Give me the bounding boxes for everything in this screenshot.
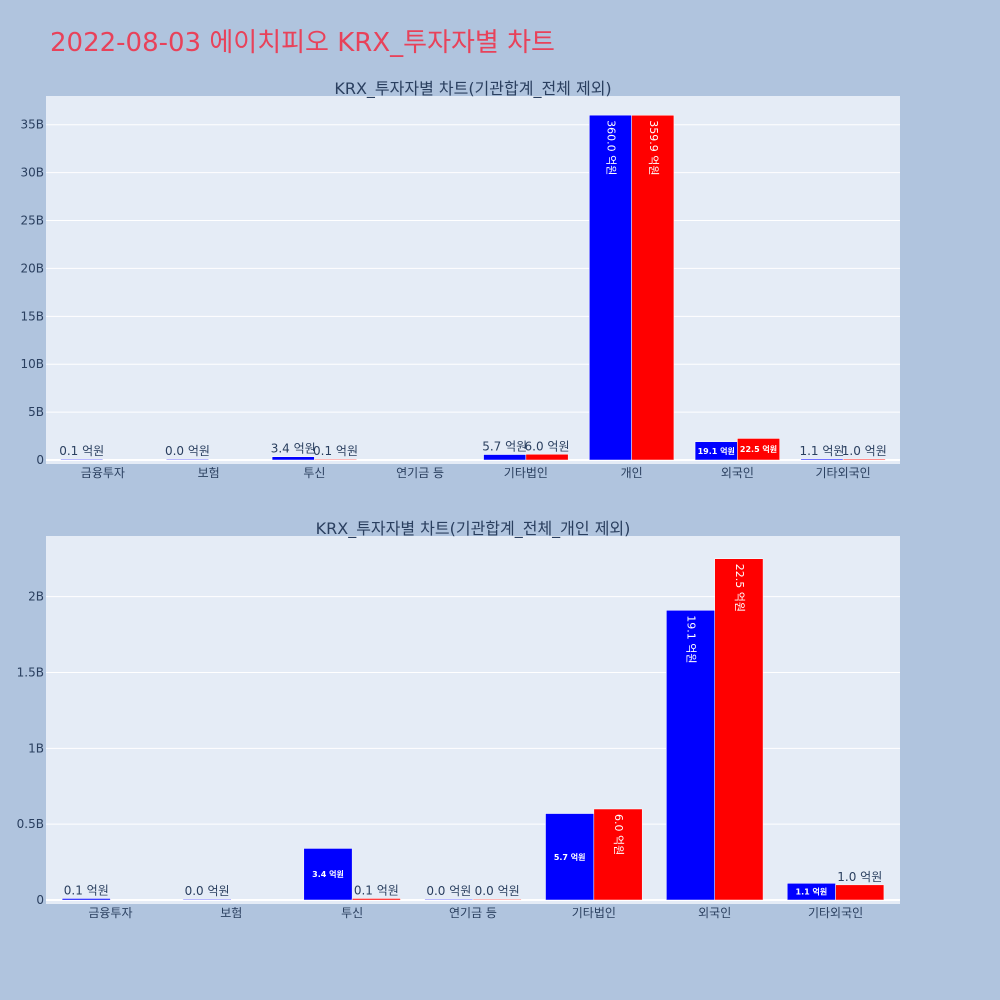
bar-0-0-0 [60,458,104,461]
x-tick-label-1: 기타외국인 [808,906,863,920]
plot-area-1 [46,536,900,904]
data-label-0: 0.1 억원 [59,444,104,458]
data-label-0: 0.0 억원 [165,444,210,458]
x-tick-label-0: 기타외국인 [816,466,871,480]
x-tick-label-1: 금융투자 [88,906,132,920]
chart-title-1: KRX_투자자별 차트(기관합계_전체_개인 제외) [316,519,631,539]
data-label-0: 22.5 억원 [740,444,777,454]
data-label-0: 19.1 억원 [698,446,735,456]
data-label-0: 1.1 억원 [799,444,844,458]
bar-1-1-6 [835,884,885,901]
x-tick-label-0: 연기금 등 [396,466,444,480]
bar-1-1-4 [593,808,643,901]
x-tick-label-1: 보험 [220,906,242,920]
data-label-1: 0.0 억원 [475,884,520,898]
y-tick-label-1: 0 [36,893,44,907]
y-tick-label-0: 30B [20,166,44,180]
y-tick-label-0: 15B [20,309,44,323]
bar-1-0-1 [182,898,232,901]
x-tick-label-0: 외국인 [721,466,754,480]
data-label-0: 0.1 억원 [313,444,358,458]
bar-0-0-4 [483,454,527,461]
y-tick-label-0: 5B [28,405,44,419]
x-tick-label-1: 기타법인 [572,906,616,920]
plot-area-0 [46,96,900,464]
y-tick-label-1: 2B [28,590,44,604]
x-tick-label-0: 보험 [198,466,220,480]
bar-1-0-3 [424,898,474,901]
bar-1-1-3 [472,898,522,901]
y-tick-label-0: 10B [20,357,44,371]
bar-0-1-4 [525,454,569,461]
bar-0-0-2 [271,456,315,461]
data-label-1: 6.0 억원 [612,814,625,855]
bar-0-0-7 [800,458,844,461]
x-tick-label-0: 금융투자 [81,466,125,480]
bar-0-0-5 [589,114,632,461]
y-tick-label-1: 1.5B [17,666,44,680]
page-title: 2022-08-03 에이치피오 KRX_투자자별 차트 [50,28,555,58]
bar-0-1-5 [631,115,675,461]
data-label-0: 1.0 억원 [842,444,887,458]
data-label-1: 0.1 억원 [64,883,109,897]
x-tick-label-1: 연기금 등 [449,906,497,920]
y-tick-label-0: 25B [20,214,44,228]
x-tick-label-1: 투신 [341,906,363,920]
x-tick-label-0: 개인 [621,466,643,480]
data-label-1: 0.0 억원 [185,884,230,898]
data-label-1: 1.0 억원 [837,870,882,884]
data-label-0: 360.0 억원 [604,120,617,175]
y-tick-label-1: 0.5B [17,817,44,831]
data-label-1: 5.7 억원 [554,852,586,862]
data-label-1: 19.1 억원 [685,615,698,663]
x-tick-label-0: 기타법인 [504,466,548,480]
x-tick-label-1: 외국인 [698,906,731,920]
data-label-1: 3.4 억원 [312,869,344,879]
bar-1-0-0 [61,898,111,901]
chart-title-0: KRX_투자자별 차트(기관합계_전체 제외) [334,79,611,99]
bar-0-1-7 [842,458,886,461]
y-tick-label-1: 1B [28,741,44,755]
data-label-1: 0.0 억원 [426,884,471,898]
y-tick-label-0: 20B [20,261,44,275]
bar-1-0-4 [545,813,595,901]
bar-1-0-5 [666,610,715,901]
bar-0-1-2 [314,458,357,461]
bar-1-0-2 [303,848,353,901]
data-label-1: 0.1 억원 [354,883,399,897]
data-label-1: 22.5 억원 [733,564,746,612]
data-label-0: 6.0 억원 [525,439,570,453]
y-tick-label-0: 35B [20,118,44,132]
data-label-1: 1.1 억원 [796,887,828,897]
bar-0-1-6 [737,438,780,461]
data-label-0: 3.4 억원 [271,442,316,456]
bar-1-1-2 [351,898,401,901]
data-label-0: 359.9 억원 [647,120,660,175]
bar-1-1-5 [714,558,764,901]
data-label-0: 5.7 억원 [482,440,527,454]
x-tick-label-0: 투신 [303,466,325,480]
bar-0-0-1 [166,458,209,461]
y-tick-label-0: 0 [36,453,44,467]
